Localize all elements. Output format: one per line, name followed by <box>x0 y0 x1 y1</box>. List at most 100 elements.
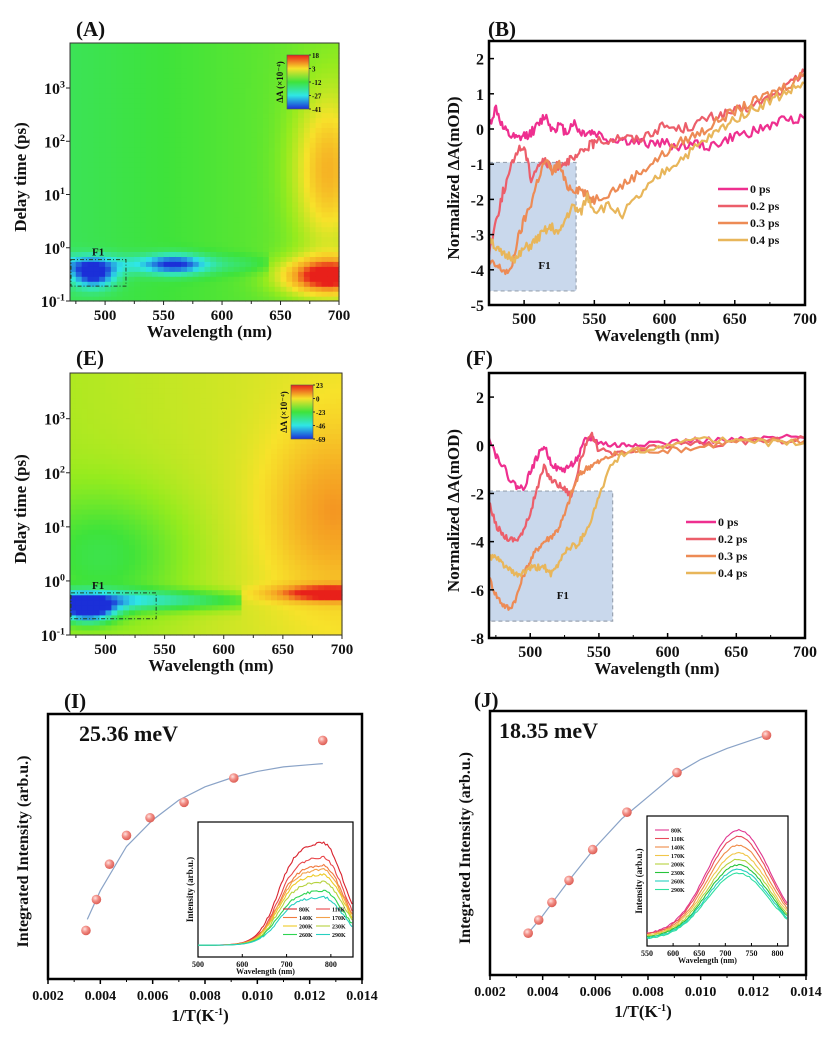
heatmap-cell <box>111 614 118 621</box>
x-tick-label: 550 <box>587 644 611 661</box>
heatmap-cell <box>198 117 206 123</box>
y-tick-label: 2 <box>476 52 484 69</box>
heatmap-cell <box>229 418 237 424</box>
heatmap-cell <box>318 574 325 581</box>
heatmap-cell <box>303 177 311 183</box>
heatmap-cell <box>157 122 165 128</box>
heatmap-cell <box>116 246 124 252</box>
heatmap-cell <box>116 286 124 292</box>
heatmap-cell <box>330 493 337 500</box>
heatmap-cell <box>163 107 170 114</box>
heatmap-cell <box>336 549 343 555</box>
heatmap-cell <box>257 122 264 128</box>
heatmap-cell <box>200 493 207 500</box>
heatmap-cell <box>239 231 246 238</box>
heatmap-cell <box>235 534 243 540</box>
heatmap-cell <box>241 630 248 636</box>
heatmap-cell <box>271 519 278 525</box>
heatmap-cell <box>135 378 142 384</box>
heatmap-cell <box>327 271 334 277</box>
heatmap-cell <box>117 624 124 631</box>
heatmap-cell <box>194 478 201 485</box>
heatmap-cell <box>152 463 160 470</box>
heatmap-cell <box>99 609 107 616</box>
heatmap-cell <box>253 609 260 616</box>
heatmap-cell <box>251 157 258 163</box>
heatmap-cell <box>306 458 313 465</box>
heatmap-cell <box>170 423 177 429</box>
heatmap-cell <box>169 181 176 188</box>
heatmap-cell <box>105 499 112 505</box>
heatmap-cell <box>315 117 322 123</box>
heatmap-cell <box>81 48 89 54</box>
heatmap-cell <box>263 132 270 138</box>
heatmap-cell <box>251 112 258 119</box>
heatmap-cell <box>87 574 95 581</box>
heatmap-cell <box>298 132 305 138</box>
heatmap-cell <box>111 559 118 565</box>
heatmap-cell <box>235 624 243 631</box>
heatmap-cell <box>222 281 229 287</box>
heatmap-cell <box>235 433 243 440</box>
heatmap-cell <box>87 619 95 626</box>
heatmap-cell <box>105 276 112 282</box>
heatmap-cell <box>206 473 213 480</box>
heatmap-cell <box>233 241 241 248</box>
heatmap-cell <box>280 87 287 94</box>
heatmap-cell <box>330 373 337 379</box>
heatmap-cell <box>188 614 195 621</box>
heatmap-cell <box>99 463 107 470</box>
heatmap-cell <box>280 221 287 228</box>
heatmap-cell <box>280 186 287 193</box>
heatmap-cell <box>257 271 264 277</box>
heatmap-cell <box>265 549 272 555</box>
heatmap-cell <box>93 619 101 626</box>
heatmap-cell <box>176 619 183 626</box>
heatmap-cell <box>93 127 100 133</box>
heatmap-cell <box>105 378 112 384</box>
heatmap-cell <box>330 584 337 591</box>
heatmap-cell <box>170 589 177 596</box>
heatmap-cell <box>251 231 258 238</box>
heatmap-cell <box>152 378 160 384</box>
heatmap-cell <box>141 478 148 485</box>
heatmap-cell <box>99 291 106 297</box>
heatmap-cell <box>277 509 284 515</box>
heatmap-cell <box>198 142 206 148</box>
heatmap-cell <box>333 266 340 272</box>
heatmap-cell <box>105 453 112 460</box>
heatmap-cell <box>336 534 343 540</box>
heatmap-cell <box>135 594 142 601</box>
heatmap-cell <box>141 438 148 445</box>
heatmap-cell <box>324 529 331 535</box>
heatmap-cell <box>169 296 176 302</box>
heatmap-cell <box>286 181 293 188</box>
heatmap-cell <box>192 117 200 123</box>
heatmap-cell <box>211 418 219 424</box>
heatmap-cell <box>140 48 147 54</box>
colorbar-tick-label: 18 <box>312 52 320 60</box>
heatmap-cell <box>135 544 142 550</box>
heatmap-cell <box>206 499 213 505</box>
heatmap-cell <box>251 122 258 128</box>
heatmap-cell <box>253 529 260 535</box>
heatmap-cell <box>70 67 77 74</box>
inset-legend-label: 140K <box>299 916 313 922</box>
heatmap-cell <box>312 539 319 545</box>
heatmap-cell <box>315 291 322 297</box>
heatmap-cell <box>286 211 293 218</box>
heatmap-cell <box>70 514 77 520</box>
heatmap-cell <box>140 97 147 104</box>
heatmap-cell <box>324 418 331 424</box>
heatmap-cell <box>70 286 77 292</box>
heatmap-cell <box>318 514 325 520</box>
heatmap-cell <box>164 488 172 495</box>
heatmap-cell <box>222 162 229 168</box>
heatmap-cell <box>206 428 213 434</box>
heatmap-cell <box>210 206 217 213</box>
heatmap-cell <box>333 122 340 128</box>
heatmap-cell <box>152 468 160 475</box>
heatmap-cell <box>170 378 177 384</box>
heatmap-cell <box>324 398 331 404</box>
heatmap-cell <box>306 488 313 495</box>
